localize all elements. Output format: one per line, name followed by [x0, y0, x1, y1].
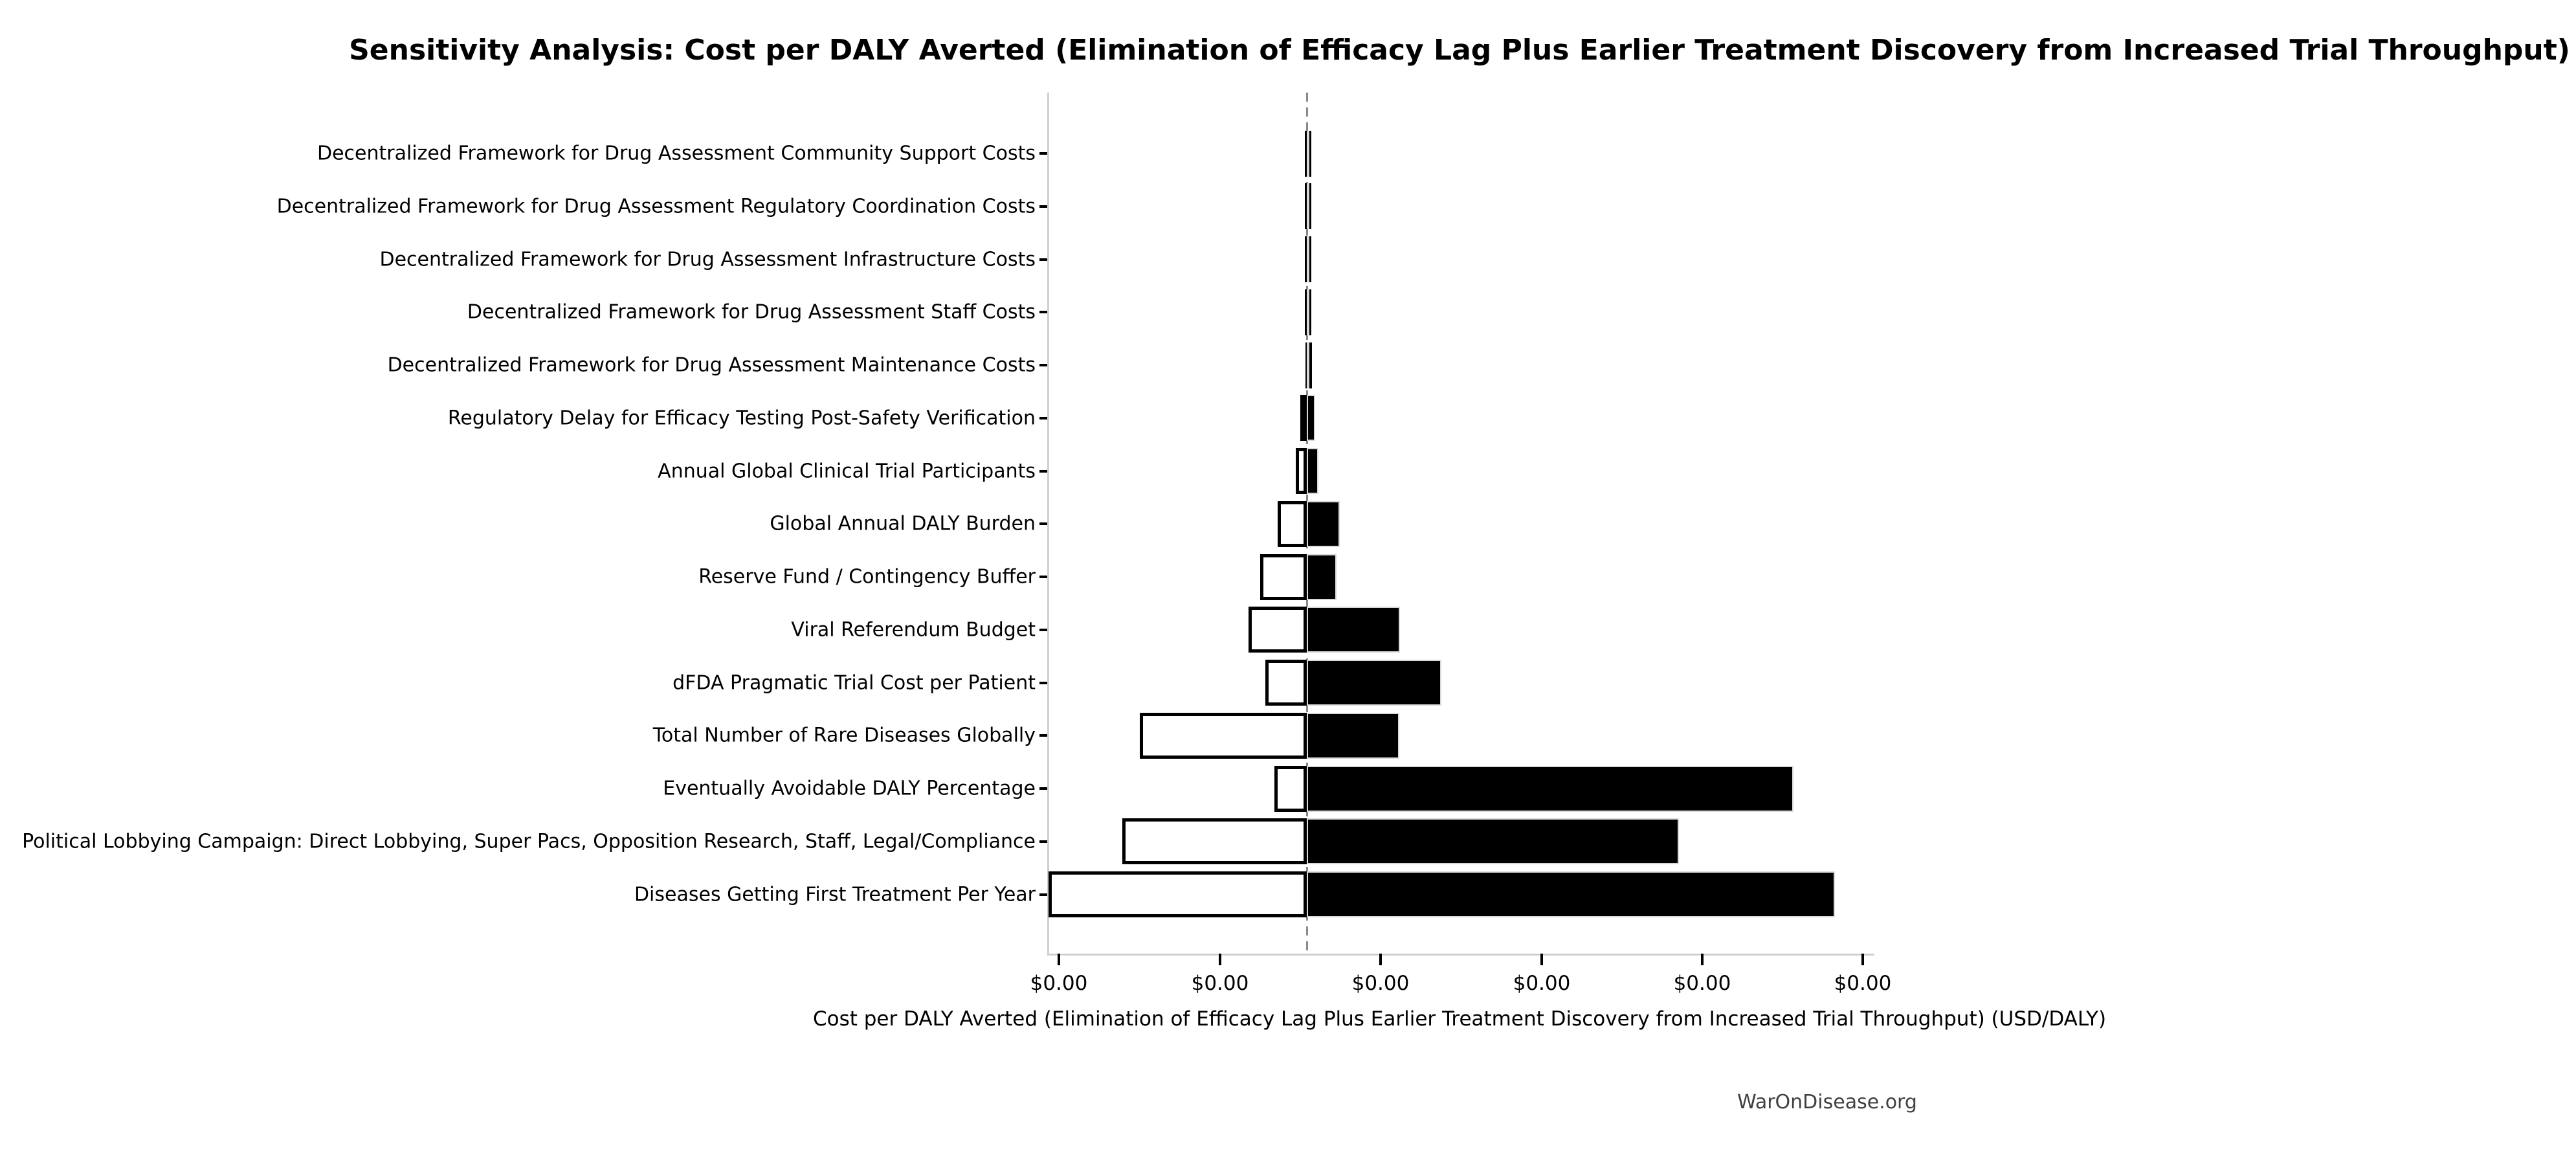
- y-tick-mark: [1039, 152, 1047, 155]
- y-tick-mark: [1039, 734, 1047, 737]
- x-tick-label: $0.00: [1351, 972, 1410, 995]
- x-tick-label: $0.00: [1513, 972, 1571, 995]
- x-tick-label: $0.00: [1191, 972, 1249, 995]
- category-label: Viral Referendum Budget: [791, 618, 1036, 642]
- y-tick-mark: [1039, 416, 1047, 420]
- x-tick-label: $0.00: [1673, 972, 1731, 995]
- category-label: Diseases Getting First Treatment Per Yea…: [634, 883, 1036, 906]
- x-tick-mark: [1540, 954, 1543, 965]
- low-scenario-bar: [1249, 607, 1307, 653]
- high-scenario-bar: [1306, 236, 1309, 282]
- x-axis-label: Cost per DALY Averted (Elimination of Ef…: [812, 1007, 2107, 1031]
- category-label: Political Lobbying Campaign: Direct Lobb…: [22, 830, 1036, 853]
- category-label: Eventually Avoidable DALY Percentage: [663, 777, 1036, 800]
- y-tick-mark: [1039, 311, 1047, 314]
- high-scenario-bar: [1306, 607, 1401, 653]
- high-scenario-bar: [1306, 818, 1679, 865]
- category-label: Decentralized Framework for Drug Assessm…: [467, 300, 1036, 324]
- category-label: Regulatory Delay for Efficacy Testing Po…: [447, 407, 1036, 430]
- watermark-text: WarOnDisease.org: [1737, 1091, 1917, 1114]
- low-scenario-bar: [1049, 871, 1307, 917]
- category-label: Annual Global Clinical Trial Participant…: [658, 460, 1036, 482]
- y-tick-mark: [1039, 258, 1047, 261]
- x-tick-mark: [1379, 954, 1382, 965]
- plot-area: Decentralized Framework for Drug Assessm…: [22, 93, 1891, 995]
- y-tick-mark: [1039, 469, 1047, 473]
- x-tick-mark: [1218, 954, 1221, 965]
- category-label: Global Annual DALY Burden: [770, 512, 1036, 535]
- y-axis-spine: [1047, 93, 1049, 954]
- x-tick-mark: [1700, 954, 1704, 965]
- high-scenario-bar: [1306, 448, 1319, 494]
- low-scenario-bar: [1296, 448, 1307, 494]
- x-tick-label: $0.00: [1834, 972, 1892, 995]
- y-tick-mark: [1039, 787, 1047, 790]
- category-label: Total Number of Rare Diseases Globally: [652, 724, 1036, 747]
- high-scenario-bar: [1306, 130, 1309, 177]
- high-scenario-bar: [1306, 712, 1400, 759]
- y-tick-mark: [1039, 576, 1047, 578]
- x-tick-mark: [1057, 954, 1060, 965]
- high-scenario-bar: [1306, 342, 1309, 388]
- category-label: Decentralized Framework for Drug Assessm…: [317, 142, 1036, 165]
- y-tick-mark: [1039, 205, 1047, 208]
- high-scenario-bar: [1306, 554, 1337, 600]
- x-axis-spine: [1047, 954, 1874, 956]
- y-tick-mark: [1039, 522, 1047, 526]
- low-scenario-bar: [1300, 395, 1307, 442]
- y-tick-mark: [1039, 364, 1047, 366]
- category-label: Decentralized Framework for Drug Assessm…: [276, 195, 1036, 218]
- high-scenario-bar: [1306, 183, 1309, 230]
- high-scenario-bar: [1306, 500, 1340, 547]
- high-scenario-bar: [1306, 765, 1793, 812]
- low-scenario-bar: [1140, 712, 1307, 759]
- high-scenario-bar: [1306, 660, 1441, 706]
- low-scenario-bar: [1260, 554, 1307, 600]
- y-tick-mark: [1039, 628, 1047, 631]
- chart-title: Sensitivity Analysis: Cost per DALY Aver…: [349, 34, 2570, 67]
- category-label: Decentralized Framework for Drug Assessm…: [379, 248, 1036, 271]
- high-scenario-bar: [1306, 395, 1315, 442]
- category-label: dFDA Pragmatic Trial Cost per Patient: [672, 671, 1036, 694]
- y-tick-mark: [1039, 840, 1047, 843]
- low-scenario-bar: [1122, 818, 1307, 865]
- category-label: Reserve Fund / Contingency Buffer: [698, 565, 1036, 588]
- high-scenario-bar: [1306, 289, 1309, 335]
- y-tick-mark: [1039, 681, 1047, 684]
- low-scenario-bar: [1277, 500, 1307, 547]
- x-tick-label: $0.00: [1030, 972, 1088, 995]
- category-label: Decentralized Framework for Drug Assessm…: [387, 353, 1036, 377]
- low-scenario-bar: [1274, 765, 1307, 812]
- x-tick-mark: [1861, 954, 1864, 965]
- low-scenario-bar: [1265, 660, 1307, 706]
- y-tick-mark: [1039, 893, 1047, 896]
- high-scenario-bar: [1306, 871, 1835, 917]
